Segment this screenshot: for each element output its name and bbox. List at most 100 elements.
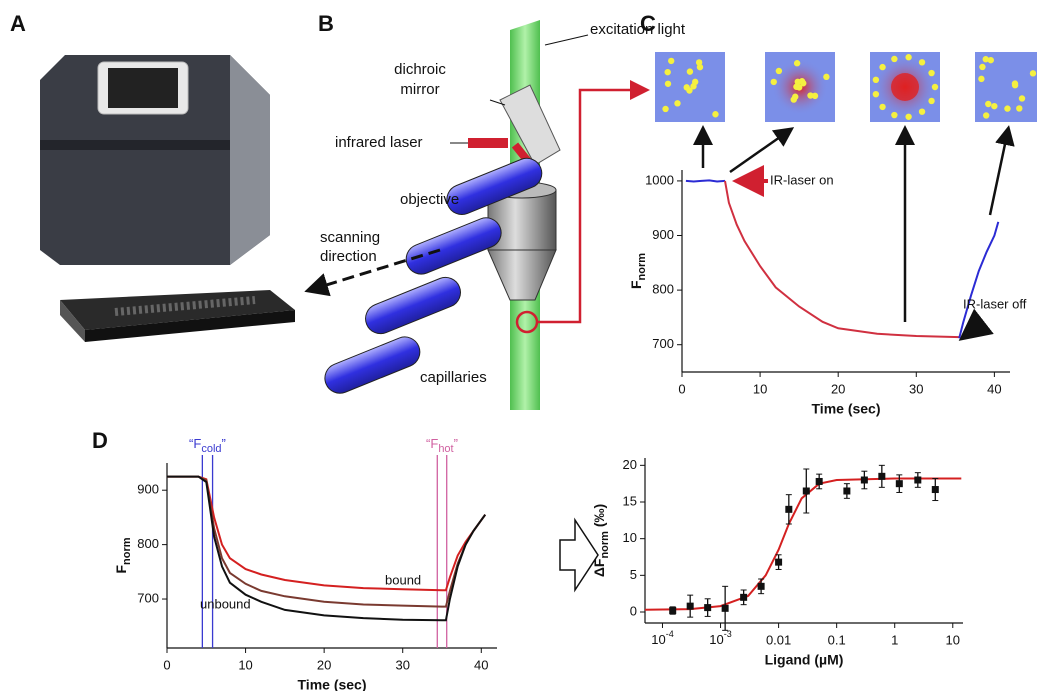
particle: [987, 56, 994, 64]
y-tick-label: 10: [623, 530, 637, 545]
x-tick-label: 10: [946, 632, 960, 647]
particle: [978, 75, 985, 83]
y-tick-label: 20: [623, 457, 637, 472]
point: [740, 593, 748, 601]
point: [775, 558, 783, 566]
marker-close: ”: [454, 436, 458, 451]
point: [802, 487, 810, 495]
y-label-sub: norm: [599, 531, 611, 559]
panel-letter: C: [640, 11, 656, 36]
point: [785, 505, 793, 513]
point: [704, 604, 712, 612]
y-tick-label: 800: [137, 536, 159, 551]
y-tick-label: 0: [630, 603, 637, 618]
line: [685, 179, 726, 183]
line: [167, 475, 487, 622]
x-tick-label: 0: [678, 381, 685, 396]
x-axis-label: Time (sec): [812, 401, 881, 417]
x-tick-label: 10: [238, 657, 252, 672]
tick-exponent: -4: [666, 629, 674, 639]
particle: [979, 63, 986, 71]
particle: [1018, 95, 1026, 102]
x-tick-label: 10-3: [709, 629, 731, 647]
particle: [905, 54, 912, 61]
marker-main: “F: [189, 436, 201, 451]
y-axis-label: ΔFnorm (‰): [591, 504, 611, 577]
line: [958, 221, 1000, 339]
particle: [690, 83, 697, 90]
particle: [931, 83, 939, 91]
x-tick-label: 40: [987, 381, 1001, 396]
particle: [1016, 105, 1023, 112]
y-label-sub: norm: [121, 537, 133, 565]
particle: [1011, 82, 1019, 89]
point: [860, 476, 868, 484]
particle: [712, 111, 719, 118]
label: excitation light: [590, 21, 686, 38]
marker-label: “Fcold”: [189, 436, 226, 454]
point: [815, 477, 823, 485]
particle: [664, 80, 672, 87]
panel-letter: B: [318, 11, 334, 36]
particle: [918, 59, 926, 66]
y-label-main: F: [113, 565, 129, 574]
particle: [928, 69, 935, 77]
particle: [879, 103, 886, 111]
x-tick-label: 0: [163, 657, 170, 672]
label: capillaries: [420, 369, 487, 386]
x-tick-label: 10-4: [651, 629, 673, 647]
particle: [891, 55, 898, 63]
point: [895, 480, 903, 488]
y-tick-label: 800: [652, 282, 674, 297]
x-tick-label: 0.01: [766, 632, 791, 647]
particle: [928, 97, 935, 105]
particle: [793, 83, 800, 90]
y-axis-label: Fnorm: [628, 253, 648, 289]
particle: [800, 80, 807, 87]
particle: [1029, 70, 1037, 77]
y-tick-label: 700: [652, 336, 674, 351]
arrow: [559, 517, 599, 593]
x-tick-label: 20: [317, 657, 331, 672]
x-tick-label: 30: [909, 381, 923, 396]
label: scanning: [320, 229, 380, 246]
particle: [770, 78, 777, 86]
x-tick-label: 1: [891, 632, 898, 647]
particle: [982, 56, 989, 63]
marker-label: “Fhot”: [426, 436, 458, 454]
x-tick-label: 0.1: [828, 632, 846, 647]
y-tick-label: 15: [623, 493, 637, 508]
insets: [655, 52, 1037, 341]
y-label-unit: (‰): [591, 504, 607, 531]
panel-letter: A: [10, 11, 26, 36]
point: [686, 602, 694, 610]
x-tick-label: 40: [474, 657, 488, 672]
particle: [794, 78, 801, 86]
marker-main: “F: [426, 436, 438, 451]
x-tick-label: 10: [753, 381, 767, 396]
particle: [683, 84, 690, 91]
marker-sub: hot: [438, 443, 453, 455]
particle: [872, 90, 880, 98]
x-tick-label: 20: [831, 381, 845, 396]
particle: [668, 57, 675, 65]
y-axis-label: Fnorm: [113, 537, 133, 573]
particle: [991, 102, 998, 110]
y-tick-label: 1000: [645, 172, 674, 187]
annotation: IR-laser on: [770, 172, 834, 187]
label: mirror: [400, 81, 439, 98]
series-label: bound: [385, 572, 421, 587]
particle: [905, 113, 912, 120]
particle: [807, 92, 814, 99]
particle: [985, 100, 992, 108]
particle: [662, 105, 669, 113]
instrument: [40, 55, 295, 342]
particle: [879, 63, 886, 71]
particle: [686, 68, 694, 75]
x-tick-label: 30: [395, 657, 409, 672]
tick-base: 10: [709, 632, 723, 647]
particle: [695, 59, 703, 66]
marker-close: ”: [222, 436, 226, 451]
point: [843, 487, 851, 495]
x-axis-label: Time (sec): [298, 677, 367, 691]
